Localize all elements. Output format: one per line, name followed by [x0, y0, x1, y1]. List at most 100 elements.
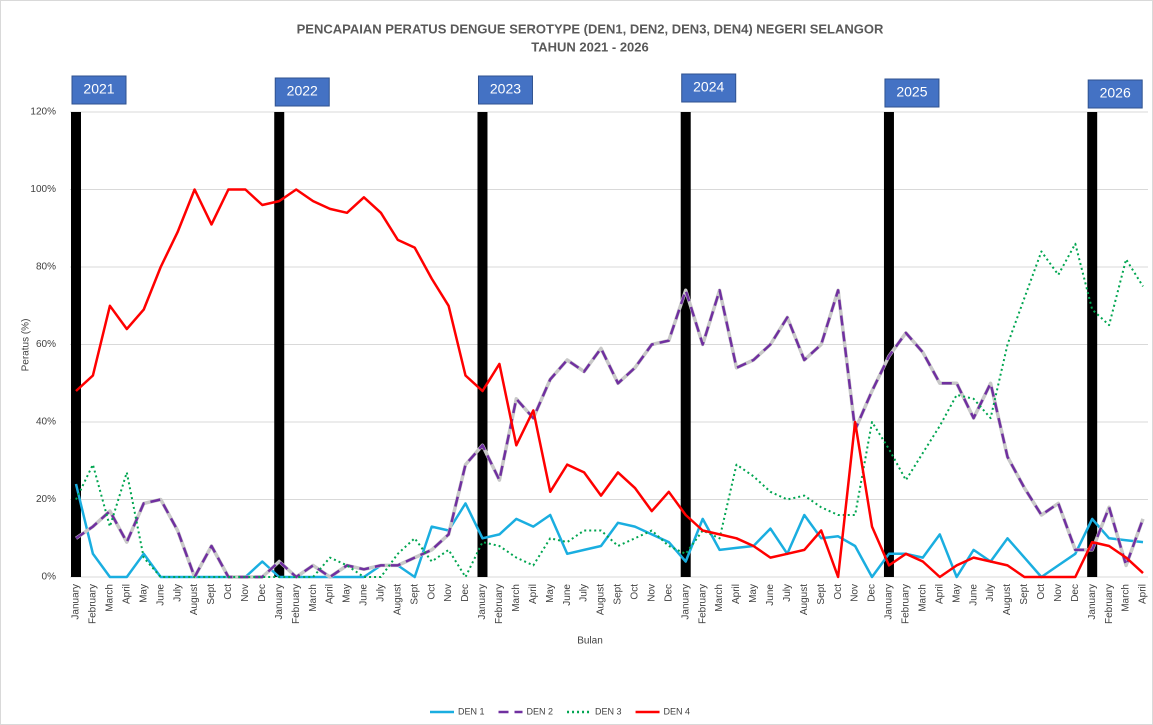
y-axis-label: Peratus (%): [21, 319, 32, 372]
year-label: 2024: [693, 79, 724, 95]
x-tick-label: Dec: [1070, 584, 1081, 602]
x-tick-label: January: [71, 584, 82, 620]
y-tick-label: 80%: [36, 262, 56, 273]
legend-label: DEN 4: [664, 706, 691, 716]
x-tick-label: June: [968, 584, 979, 606]
x-tick-label: Oct: [630, 584, 641, 600]
year-box: [681, 73, 737, 103]
x-tick-label: April: [528, 584, 539, 604]
series-line: [75, 188, 1144, 579]
x-tick-label: August: [1002, 584, 1013, 615]
x-tick-label: Nov: [240, 584, 251, 602]
y-tick-label: 40%: [36, 417, 56, 428]
x-tick-label: Dec: [460, 584, 471, 602]
legend-label: DEN 3: [595, 706, 622, 716]
x-tick-label: March: [511, 584, 522, 612]
x-tick-label: May: [138, 584, 149, 603]
year-separator: [680, 112, 691, 577]
x-tick-label: February: [494, 584, 505, 624]
x-tick-label: May: [342, 584, 353, 603]
year-label: 2021: [83, 81, 114, 97]
x-tick-label: June: [765, 584, 776, 606]
year-separator: [274, 112, 285, 577]
x-tick-label: August: [799, 584, 810, 615]
x-tick-label: January: [477, 584, 488, 620]
x-tick-label: July: [375, 584, 386, 602]
x-tick-label: August: [189, 584, 200, 615]
year-separator: [477, 112, 488, 577]
x-tick-label: Nov: [850, 584, 861, 602]
y-tick-label: 120%: [30, 107, 56, 118]
x-tick-label: January: [884, 584, 895, 620]
legend-label: DEN 1: [458, 706, 485, 716]
x-tick-label: Sept: [613, 584, 624, 605]
year-label: 2023: [490, 81, 521, 97]
chart-subtitle: TAHUN 2021 - 2026: [531, 39, 649, 54]
x-tick-label: March: [917, 584, 928, 612]
x-tick-label: March: [714, 584, 725, 612]
x-tick-label: February: [291, 584, 302, 624]
x-tick-label: April: [934, 584, 945, 604]
x-tick-label: February: [88, 584, 99, 624]
x-tick-label: Nov: [646, 584, 657, 602]
x-tick-label: July: [172, 584, 183, 602]
chart-title: PENCAPAIAN PERATUS DENGUE SEROTYPE (DEN1…: [297, 21, 884, 36]
x-tick-label: March: [105, 584, 116, 612]
x-tick-label: April: [121, 584, 132, 604]
x-tick-label: Oct: [1036, 584, 1047, 600]
x-tick-label: July: [782, 584, 793, 602]
x-tick-label: April: [731, 584, 742, 604]
x-tick-label: Oct: [223, 584, 234, 600]
x-tick-label: Nov: [1053, 584, 1064, 602]
x-tick-label: Sept: [206, 584, 217, 605]
y-tick-label: 100%: [30, 184, 56, 195]
x-axis-label: Bulan: [577, 636, 603, 647]
x-tick-label: May: [748, 584, 759, 603]
x-tick-label: February: [901, 584, 912, 624]
x-tick-label: Sept: [1019, 584, 1030, 605]
year-box: [884, 78, 940, 108]
legend-label: DEN 2: [527, 706, 554, 716]
x-tick-label: July: [985, 584, 996, 602]
x-tick-label: April: [1138, 584, 1149, 604]
year-label: 2026: [1100, 85, 1131, 101]
x-tick-label: May: [951, 584, 962, 603]
year-box: [71, 75, 127, 105]
x-tick-label: February: [1104, 584, 1115, 624]
x-tick-label: January: [680, 584, 691, 620]
x-tick-label: Sept: [409, 584, 420, 605]
y-tick-label: 60%: [36, 339, 56, 350]
year-separator: [1087, 112, 1098, 577]
x-tick-label: Dec: [663, 584, 674, 602]
x-tick-label: May: [545, 584, 556, 603]
year-label: 2025: [896, 84, 927, 100]
series-line: [75, 289, 1145, 579]
x-tick-label: Nov: [443, 584, 454, 602]
series-line: [75, 242, 1144, 578]
series-line: [74, 483, 1144, 579]
x-tick-label: June: [562, 584, 573, 606]
year-box: [1087, 79, 1143, 109]
x-tick-label: Dec: [257, 584, 268, 602]
x-tick-label: June: [359, 584, 370, 606]
y-tick-label: 20%: [36, 494, 56, 505]
x-tick-label: Sept: [816, 584, 827, 605]
x-tick-label: Oct: [833, 584, 844, 600]
x-tick-label: April: [325, 584, 336, 604]
x-tick-label: August: [596, 584, 607, 615]
x-tick-label: March: [1121, 584, 1132, 612]
year-separator: [883, 112, 894, 577]
x-tick-label: January: [1087, 584, 1098, 620]
x-tick-label: January: [274, 584, 285, 620]
x-tick-label: Oct: [426, 584, 437, 600]
x-tick-label: Dec: [867, 584, 878, 602]
x-tick-label: March: [308, 584, 319, 612]
y-tick-label: 0%: [42, 572, 57, 583]
year-box: [477, 75, 533, 105]
x-tick-label: August: [392, 584, 403, 615]
x-tick-label: June: [155, 584, 166, 606]
year-separator: [71, 112, 81, 577]
x-tick-label: July: [579, 584, 590, 602]
